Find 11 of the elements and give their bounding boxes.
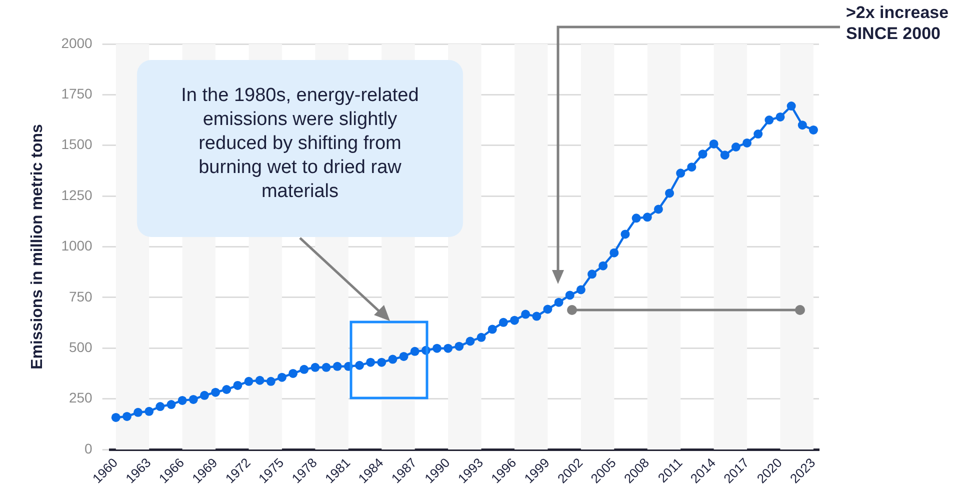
- y-tick-label: 750: [68, 288, 93, 304]
- y-axis-title: Emissions in million metric tons: [29, 124, 46, 370]
- y-tick-label: 1500: [61, 136, 93, 152]
- y-tick-label: 2000: [61, 34, 93, 51]
- y-tick-label: 0: [84, 440, 93, 456]
- y-tick-label: 1000: [61, 238, 93, 254]
- y-tick-label: 250: [68, 390, 93, 406]
- y-tick-label: 1250: [61, 186, 93, 203]
- y-tick-label: 500: [68, 339, 93, 355]
- text: >2x increase SINCE 2000: [846, 2, 950, 44]
- y-tick-label: 1750: [61, 86, 93, 102]
